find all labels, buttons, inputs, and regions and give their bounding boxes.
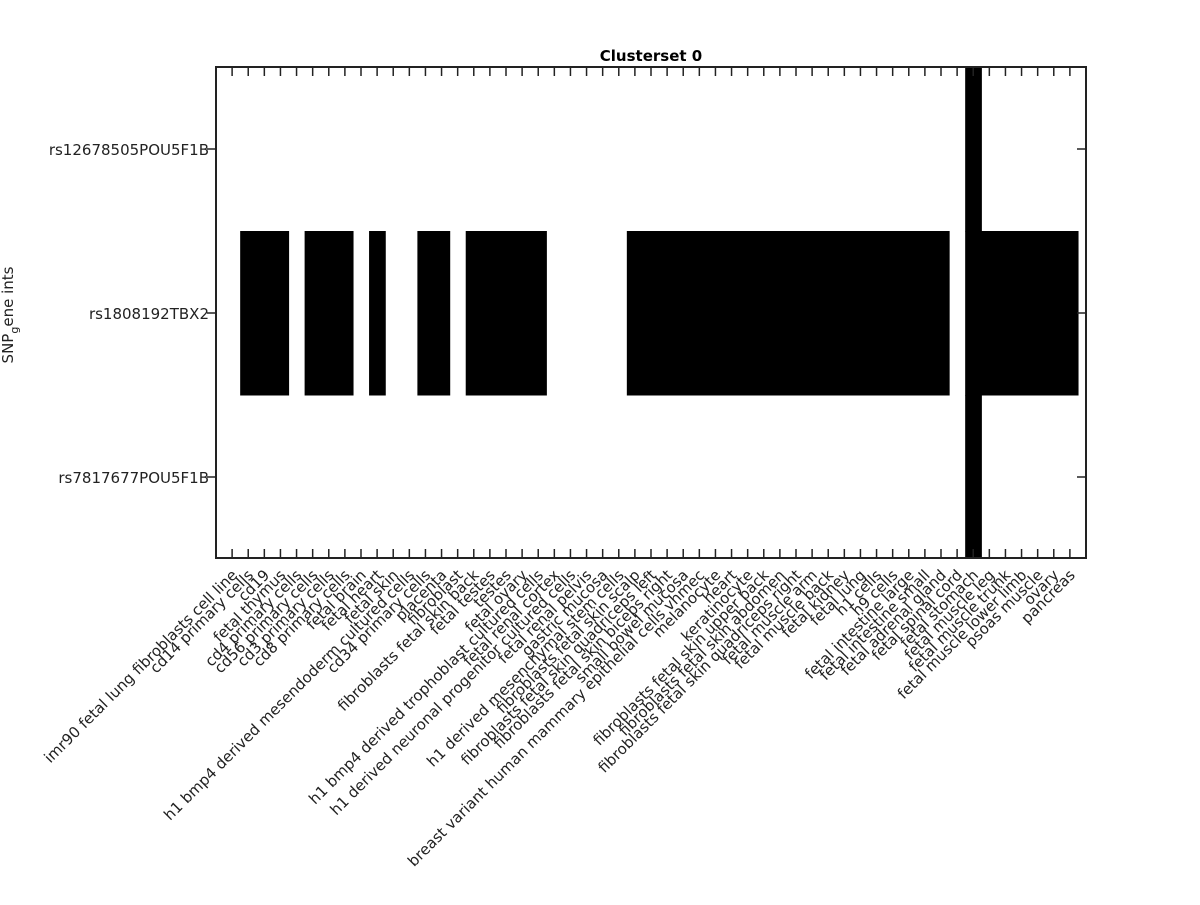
y-axis-label-rest: ene ints bbox=[0, 266, 17, 326]
y-tick-label: rs12678505POU5F1B bbox=[49, 141, 209, 159]
y-tick-labels: rs12678505POU5F1B rs1808192TBX2 rs7817677P… bbox=[49, 141, 209, 487]
heatmap-cells bbox=[240, 67, 1079, 559]
heatmap-cell bbox=[707, 231, 725, 396]
heatmap-cell bbox=[1045, 231, 1063, 396]
heatmap-cell bbox=[723, 231, 741, 396]
x-tick-labels: imr90 fetal lung fibroblasts cell linecd… bbox=[40, 566, 1078, 870]
heatmap-cell bbox=[965, 231, 982, 396]
heatmap-cell bbox=[336, 231, 354, 396]
heatmap-cell bbox=[497, 231, 515, 396]
heatmap-cell bbox=[739, 231, 757, 396]
heatmap-cell bbox=[691, 231, 708, 396]
heatmap-cell bbox=[965, 67, 982, 232]
y-axis-label-subscript: g bbox=[8, 327, 21, 334]
heatmap-cell bbox=[932, 231, 950, 396]
heatmap-cell bbox=[675, 231, 692, 396]
axis-ticks bbox=[207, 67, 1087, 558]
heatmap-cell bbox=[787, 231, 805, 396]
heatmap-cell bbox=[659, 231, 676, 396]
heatmap-cell bbox=[804, 231, 821, 396]
heatmap-cell bbox=[369, 231, 386, 396]
heatmap-cell bbox=[465, 231, 483, 396]
heatmap-cell bbox=[981, 231, 998, 396]
heatmap-cell bbox=[884, 231, 902, 396]
heatmap-cell bbox=[240, 231, 257, 396]
y-tick-label: rs7817677POU5F1B bbox=[58, 469, 209, 487]
heatmap-cell bbox=[272, 231, 290, 396]
heatmap-cell bbox=[642, 231, 660, 396]
heatmap-cell bbox=[965, 395, 982, 559]
y-tick-label: rs1808192TBX2 bbox=[89, 305, 209, 323]
heatmap-cell bbox=[514, 231, 531, 396]
heatmap-cell bbox=[755, 231, 773, 396]
heatmap-cell bbox=[868, 231, 886, 396]
heatmap-cell bbox=[626, 231, 644, 396]
y-axis-label: SNPgene ints bbox=[0, 266, 21, 363]
heatmap-cell bbox=[320, 231, 338, 396]
heatmap-cell bbox=[820, 231, 837, 396]
heatmap-cell bbox=[304, 231, 322, 396]
heatmap-cell bbox=[852, 231, 870, 396]
chart-title: Clusterset 0 bbox=[600, 47, 702, 65]
heatmap-cell bbox=[1061, 231, 1079, 396]
heatmap-cell bbox=[997, 231, 1015, 396]
heatmap-cell bbox=[771, 231, 789, 396]
heatmap-cell bbox=[836, 231, 853, 396]
heatmap-cell bbox=[1029, 231, 1047, 396]
heatmap-cell bbox=[916, 231, 934, 396]
svg-text:SNPgene ints: SNPgene ints bbox=[0, 266, 21, 363]
heatmap-cell bbox=[900, 231, 918, 396]
heatmap-cell bbox=[417, 231, 435, 396]
heatmap-cell bbox=[433, 231, 451, 396]
heatmap-cell bbox=[481, 231, 499, 396]
heatmap-cell bbox=[256, 231, 273, 396]
heatmap-cell bbox=[530, 231, 547, 396]
plot-frame bbox=[215, 66, 1087, 559]
heatmap-cell bbox=[1013, 231, 1031, 396]
y-axis-label-base: SNP bbox=[0, 334, 17, 364]
